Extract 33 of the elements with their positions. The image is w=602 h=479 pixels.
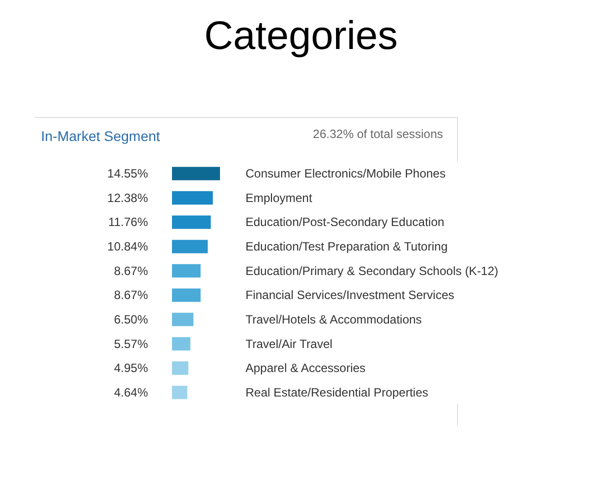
bar (172, 191, 213, 205)
bar (172, 288, 201, 302)
y-tick-label: Financial Services/Investment Services (246, 288, 454, 302)
data-label: 14.55% (107, 166, 148, 181)
data-label: 8.67% (114, 288, 148, 302)
y-tick-label: Apparel & Accessories (246, 361, 366, 376)
y-tick-label: Travel/Air Travel (246, 336, 332, 351)
bar (172, 166, 220, 180)
text: Categories (203, 14, 399, 59)
data-label: 10.84% (107, 240, 148, 254)
data-label: 8.67% (114, 264, 148, 278)
bar (172, 216, 211, 229)
bar (172, 264, 201, 278)
y-tick-label: Education/Post-Secondary Education (246, 215, 444, 230)
data-label: 4.95% (114, 361, 148, 376)
bar (172, 337, 190, 350)
y-tick-label: Education/Primary & Secondary Schools (K-12) (246, 264, 498, 278)
data-label: 4.64% (114, 385, 148, 400)
y-tick-label: Consumer Electronics/Mobile Phones (246, 166, 446, 181)
text: 26.32% of total sessions (312, 127, 443, 141)
bar (172, 361, 188, 375)
chart-subtitle: In-Market Segment (41, 128, 160, 144)
data-label: 11.76% (108, 215, 148, 230)
bar (172, 386, 188, 400)
bar (172, 312, 194, 326)
data-label: 12.38% (107, 190, 148, 205)
data-label: 6.50% (114, 312, 148, 326)
y-tick-label: Education/Test Preparation & Tutoring (246, 240, 448, 254)
y-tick-label: Travel/Hotels & Accommodations (246, 312, 422, 326)
y-tick-label: Employment (246, 190, 313, 205)
data-label: 5.57% (114, 336, 148, 351)
bar (172, 240, 208, 254)
y-tick-label: Real Estate/Residential Properties (246, 385, 428, 400)
